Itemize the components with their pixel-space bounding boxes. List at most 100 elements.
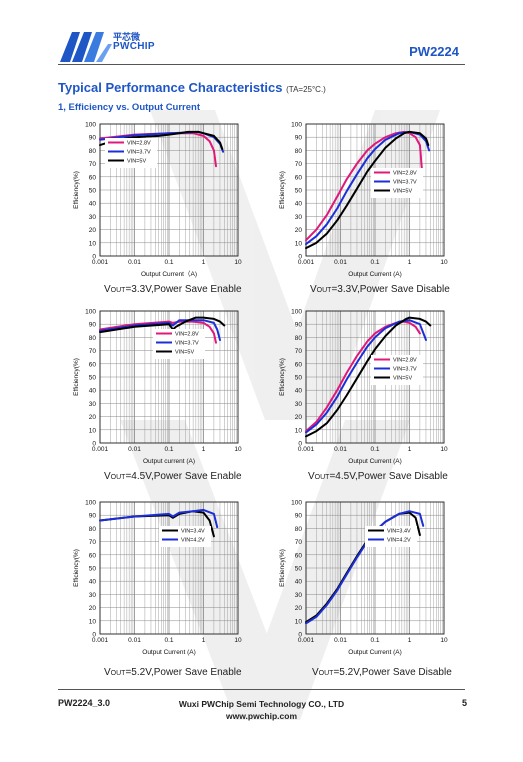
chart-caption: VOUT=5.2V,Power Save Enable	[104, 667, 242, 678]
y-tick-label: 100	[291, 309, 302, 316]
y-axis-label: Efficiency(%)	[73, 549, 80, 587]
y-axis-label: Efficiency(%)	[279, 171, 286, 209]
x-tick-label: 0.1	[164, 259, 173, 266]
legend-label: VIN=3.7V	[175, 341, 199, 347]
x-tick-label: 0.01	[128, 446, 141, 453]
y-tick-label: 10	[295, 427, 303, 434]
x-axis-label: Output Current（A)	[141, 270, 197, 278]
y-tick-label: 20	[89, 414, 97, 421]
y-tick-label: 40	[89, 201, 97, 208]
y-tick-label: 0	[298, 254, 302, 261]
footer-divider	[58, 689, 465, 690]
section-subtitle: 1, Efficiency vs. Output Current	[58, 102, 200, 113]
caption-text: VOUT=3.3V,Power Save Enable	[104, 284, 242, 295]
x-axis-label: Output Current (A)	[142, 649, 195, 656]
series-line	[305, 319, 427, 434]
y-axis-label: Efficiency(%)	[73, 171, 80, 209]
x-tick-label: 1	[202, 259, 206, 266]
y-axis-label: Efficiency(%)	[279, 358, 286, 396]
y-tick-label: 20	[295, 605, 303, 612]
series-line	[99, 130, 224, 151]
y-axis-label: Efficiency(%)	[279, 549, 286, 587]
series-line	[305, 320, 421, 433]
plot-frame	[99, 310, 239, 444]
y-tick-label: 50	[295, 375, 303, 382]
y-tick-label: 20	[295, 414, 303, 421]
legend-label: VIN=2.8V	[393, 358, 417, 364]
legend: VIN=2.8V VIN=3.7V VIN=5V	[105, 138, 157, 168]
x-tick-label: 0.001	[298, 446, 315, 453]
y-tick-label: 100	[85, 309, 96, 316]
series-line	[99, 508, 219, 529]
part-number: PW2224	[409, 44, 459, 59]
legend-label: VIN=3.4V	[181, 529, 205, 535]
chart-caption: VOUT=5.2V,Power Save Disable	[312, 667, 452, 678]
x-tick-label: 0.1	[164, 637, 173, 644]
y-tick-label: 60	[295, 361, 303, 368]
section-title: Typical Performance Characteristics (TA=…	[58, 80, 326, 95]
y-tick-label: 60	[295, 552, 303, 559]
y-tick-label: 70	[295, 348, 303, 355]
legend-label: VIN=3.7V	[393, 180, 417, 186]
caption-text: VOUT=3.3V,Power Save Disable	[310, 284, 450, 295]
x-axis-label: Output current (A)	[143, 458, 195, 465]
y-tick-label: 90	[295, 513, 303, 520]
series-line	[305, 130, 430, 250]
y-tick-label: 70	[295, 539, 303, 546]
plot-frame	[305, 310, 445, 444]
y-tick-label: 30	[89, 214, 97, 221]
legend: VIN=2.8V VIN=3.7V VIN=5V	[371, 168, 423, 198]
x-tick-label: 0.001	[92, 446, 109, 453]
x-tick-label: 0.001	[298, 259, 315, 266]
y-tick-label: 80	[295, 148, 303, 155]
caption-text: VOUT=5.2V,Power Save Enable	[104, 667, 242, 678]
caption-text: VOUT=4.5V,Power Save Disable	[308, 471, 448, 482]
x-tick-label: 0.01	[334, 446, 347, 453]
y-tick-label: 60	[89, 174, 97, 181]
legend: VIN=2.8V VIN=3.7V VIN=5V	[371, 355, 423, 385]
footer-company: Wuxi PWChip Semi Technology CO., LTD www…	[0, 698, 523, 722]
y-tick-label: 40	[295, 579, 303, 586]
y-tick-label: 0	[92, 254, 96, 261]
y-tick-label: 30	[295, 592, 303, 599]
legend-label: VIN=5V	[127, 159, 146, 165]
chart-caption: VOUT=3.3V,Power Save Disable	[310, 284, 450, 295]
efficiency-chart-5v2-psm-disable: 0 10 20 30 40 50 60 70 80 90 100 0.001 0.01 0.1 1 10 Out…	[279, 500, 448, 657]
company-website[interactable]: www.pwchip.com	[226, 711, 297, 721]
x-tick-label: 1	[408, 637, 412, 644]
legend-label: VIN=5V	[175, 350, 194, 356]
legend-label: VIN=2.8V	[127, 141, 151, 147]
y-tick-label: 70	[89, 539, 97, 546]
series-line	[305, 130, 423, 242]
x-tick-label: 1	[408, 446, 412, 453]
x-tick-label: 1	[202, 637, 206, 644]
legend-label: VIN=2.8V	[393, 171, 417, 177]
grid	[305, 501, 444, 635]
plot-frame	[99, 501, 239, 635]
x-tick-label: 10	[234, 446, 242, 453]
y-tick-label: 90	[89, 135, 97, 142]
y-tick-label: 50	[89, 375, 97, 382]
y-tick-label: 30	[89, 592, 97, 599]
x-tick-label: 0.01	[128, 259, 141, 266]
series-line	[305, 316, 432, 438]
y-tick-label: 10	[295, 240, 303, 247]
legend-label: VIN=3.7V	[127, 150, 151, 156]
y-tick-label: 20	[89, 227, 97, 234]
series-line	[305, 130, 431, 246]
legend: VIN=3.4V VIN=4.2V	[365, 526, 417, 547]
y-tick-label: 10	[89, 618, 97, 625]
y-tick-label: 90	[89, 513, 97, 520]
y-tick-label: 50	[295, 188, 303, 195]
y-tick-label: 50	[89, 188, 97, 195]
y-tick-label: 90	[295, 135, 303, 142]
legend-label: VIN=3.4V	[387, 529, 411, 535]
y-axis-label: Efficiency(%)	[73, 358, 80, 396]
x-axis-label: Output Current (A)	[348, 271, 401, 278]
x-tick-label: 10	[440, 259, 448, 266]
y-tick-label: 0	[298, 632, 302, 639]
y-tick-label: 70	[295, 161, 303, 168]
legend-label: VIN=4.2V	[387, 538, 411, 544]
y-tick-label: 60	[89, 361, 97, 368]
legend-label: VIN=5V	[393, 376, 412, 382]
